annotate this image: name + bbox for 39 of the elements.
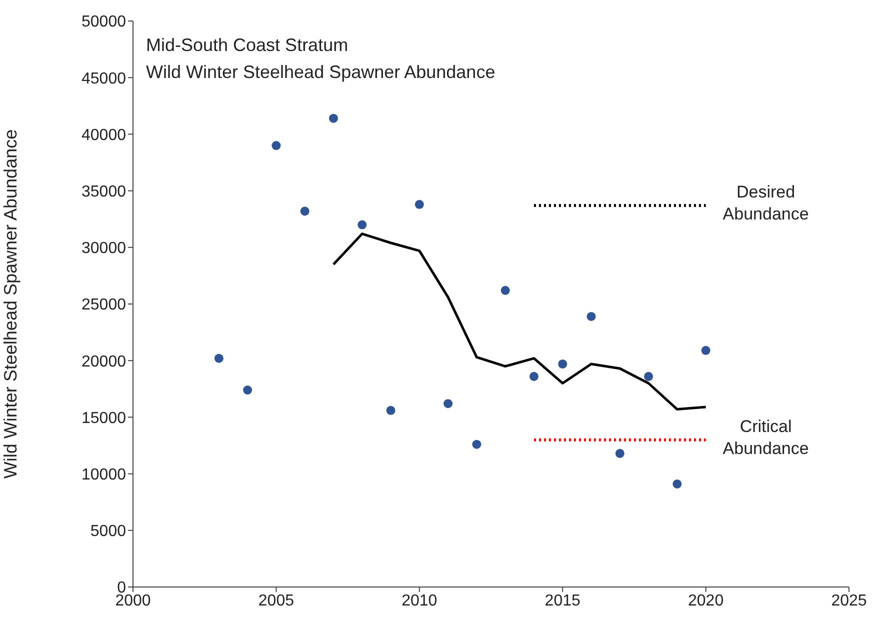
- series-label: Critical Abundance: [722, 416, 809, 458]
- x-tick-label: 2015: [544, 592, 580, 610]
- point: [243, 386, 252, 395]
- point: [558, 359, 568, 368]
- point: [615, 448, 624, 458]
- point: [500, 286, 510, 295]
- x-tick-label: 2005: [258, 592, 294, 610]
- line-series: [332, 232, 708, 411]
- point: [300, 206, 310, 216]
- x-tick-label: 2010: [402, 592, 438, 610]
- point: [414, 200, 424, 209]
- point: [444, 399, 453, 408]
- y-tick-label: 15000: [82, 410, 126, 427]
- y-tick-label: 20000: [82, 353, 126, 370]
- point: [529, 372, 538, 381]
- point: [272, 141, 281, 150]
- y-tick-label: 25000: [82, 296, 126, 314]
- point: [328, 114, 338, 123]
- y-axis-title: Wild Winter Steelhead Spawner Abundance: [0, 129, 20, 479]
- point: [701, 346, 710, 355]
- y-tick-label: 50000: [82, 14, 126, 31]
- point: [644, 372, 654, 381]
- point: [672, 479, 682, 488]
- point: [472, 440, 482, 449]
- y-tick-label: 35000: [82, 183, 126, 200]
- x-tick-label: 2025: [831, 592, 867, 610]
- point: [386, 406, 396, 415]
- point: [358, 220, 367, 230]
- text: Wild Winter Steelhead Spawner Abundance: [146, 61, 496, 84]
- point: [586, 312, 596, 321]
- y-tick-label: 5000: [90, 523, 126, 540]
- y-tick-label: 10000: [82, 466, 126, 484]
- series-label: Desired Abundance: [722, 182, 809, 224]
- y-tick-label: 40000: [82, 126, 126, 144]
- y-tick-label: 45000: [82, 70, 126, 88]
- x-tick-label: 2020: [688, 592, 724, 610]
- point: [214, 354, 224, 363]
- text: Mid-South Coast Stratum: [146, 34, 350, 57]
- y-tick-label: 30000: [82, 240, 126, 258]
